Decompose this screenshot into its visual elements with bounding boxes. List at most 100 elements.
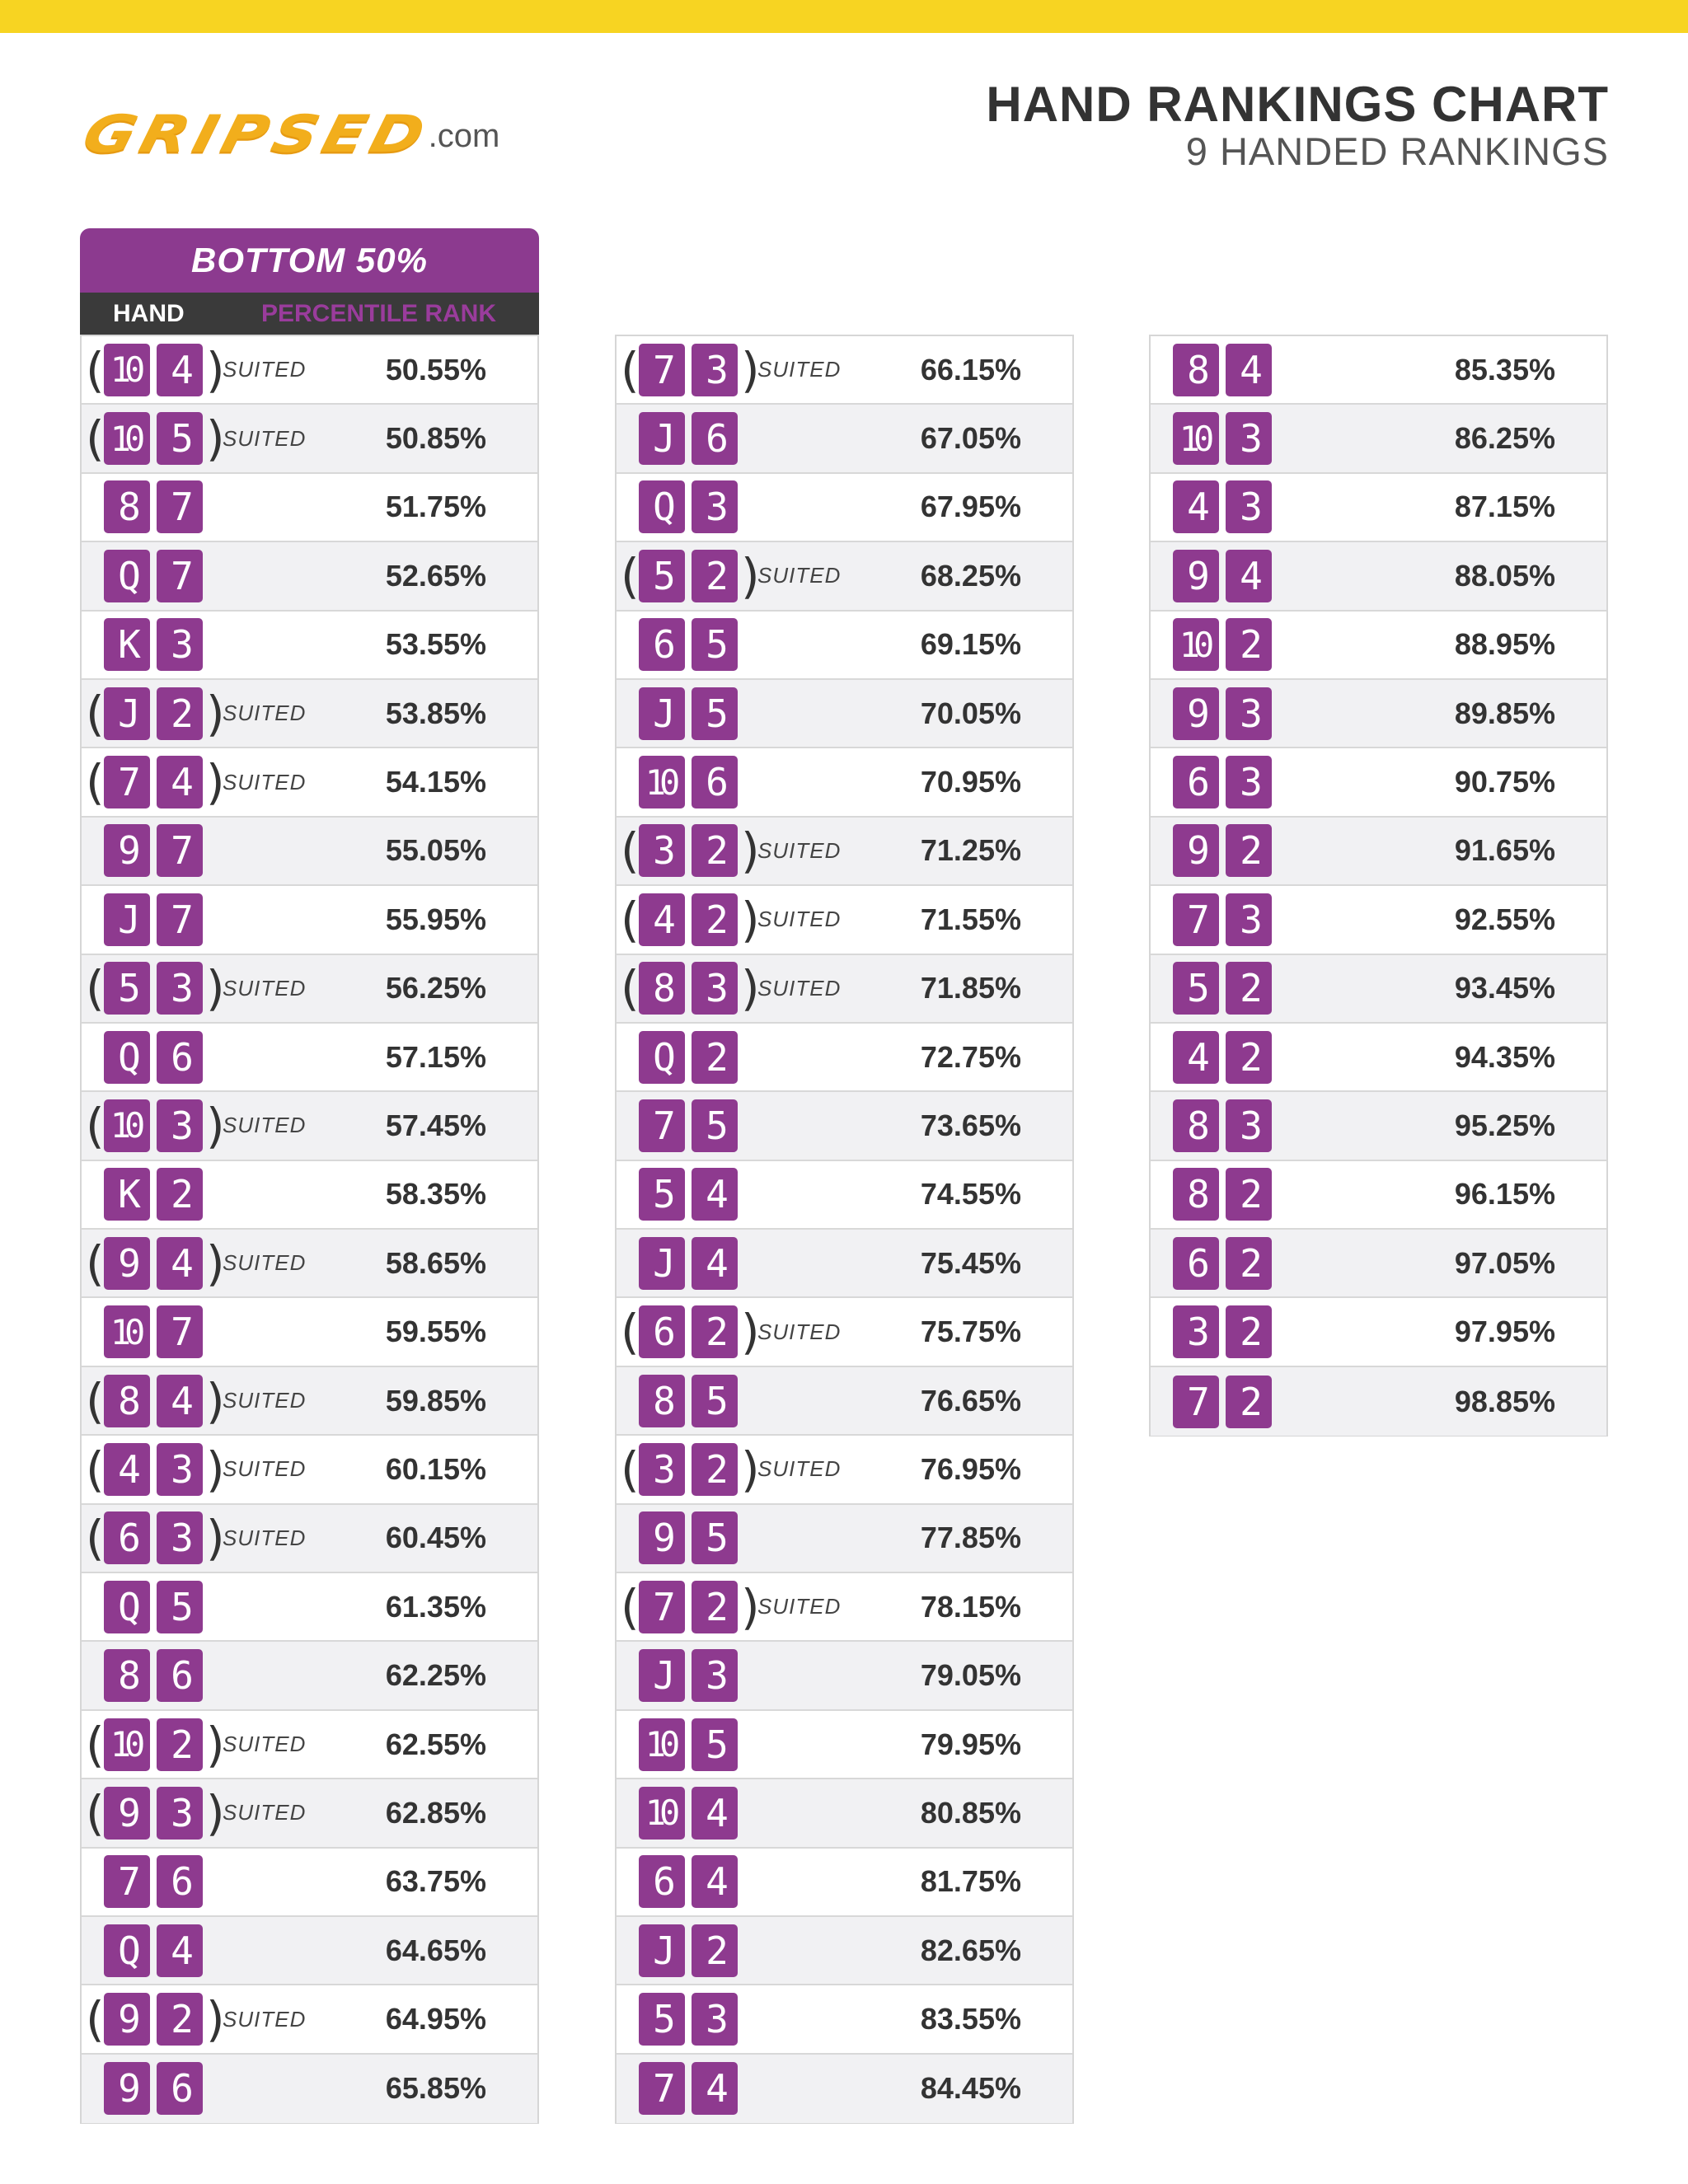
card-first: 6 — [1173, 1236, 1219, 1290]
card-second: 2 — [692, 1030, 738, 1084]
card-first: 4 — [1173, 1030, 1219, 1084]
card-first: J — [104, 687, 150, 740]
card-first: 9 — [104, 1786, 150, 1840]
card-second: 5 — [157, 412, 203, 466]
percentile-value: 89.85% — [1454, 696, 1555, 730]
suited-bracket-open: ( — [86, 1441, 105, 1497]
hand-cards: (105) — [621, 1711, 756, 1778]
table-row: (102) 88.95% — [1151, 611, 1606, 680]
percentile-value: 75.75% — [920, 1315, 1021, 1349]
card-second: 2 — [157, 687, 203, 740]
card-second: 5 — [157, 1580, 203, 1633]
card-first: 9 — [104, 824, 150, 878]
card-second: 7 — [157, 893, 203, 946]
percentile-value: 68.25% — [920, 558, 1021, 593]
percentile-value: 62.85% — [385, 1795, 486, 1830]
card-first: 10 — [1173, 412, 1219, 466]
suited-bracket-open: ( — [86, 754, 105, 811]
suited-bracket-close: ) — [206, 341, 225, 398]
hand-column-heading: HAND — [113, 300, 185, 327]
card-second: 6 — [157, 2062, 203, 2116]
card-first: 6 — [639, 1305, 685, 1359]
table-row: (105) 79.95% — [617, 1710, 1072, 1780]
hand-cards: (83) — [1155, 1092, 1290, 1159]
percentile-value: 67.05% — [920, 421, 1021, 456]
hand-cards: (86) — [86, 1642, 221, 1708]
table-row: (72) 98.85% — [1151, 1366, 1606, 1436]
table-row: (8 3) SUITED 71.85% — [617, 954, 1072, 1024]
suited-label: SUITED — [757, 837, 842, 863]
table-row: (82) 96.15% — [1151, 1160, 1606, 1230]
table-row: (J5) 70.05% — [617, 679, 1072, 749]
percentile-value: 95.25% — [1454, 1108, 1555, 1142]
hand-cards: (63) — [1155, 748, 1290, 815]
card-first: Q — [104, 549, 150, 602]
card-first: K — [104, 1168, 150, 1221]
suited-bracket-open: ( — [86, 1372, 105, 1429]
card-first: 10 — [639, 756, 685, 809]
card-second: 3 — [1226, 480, 1272, 534]
table-row: (63) 90.75% — [1151, 748, 1606, 818]
hand-cards: (Q3) — [621, 474, 756, 541]
card-second: 2 — [692, 824, 738, 878]
percentile-value: 70.05% — [920, 696, 1021, 730]
card-first: J — [104, 893, 150, 946]
suited-bracket-close: ) — [206, 1372, 225, 1429]
card-second: 7 — [157, 824, 203, 878]
card-first: 9 — [104, 1993, 150, 2046]
percentile-value: 88.95% — [1454, 627, 1555, 662]
suited-bracket-open: ( — [86, 341, 105, 398]
card-first: 9 — [104, 2062, 150, 2116]
card-first: 6 — [639, 618, 685, 672]
card-second: 7 — [157, 549, 203, 602]
suited-bracket-close: ) — [741, 823, 760, 879]
card-second: 3 — [1226, 1099, 1272, 1152]
hand-cards: (74) — [621, 2055, 756, 2123]
suited-bracket-open: ( — [621, 823, 640, 879]
hand-cards: (95) — [621, 1505, 756, 1572]
hand-cards: (93) — [1155, 680, 1290, 747]
table-row: (5 3) SUITED 56.25% — [82, 954, 537, 1024]
table-row: (7 2) SUITED 78.15% — [617, 1573, 1072, 1643]
percentile-value: 80.85% — [920, 1795, 1021, 1830]
hand-cards: (65) — [621, 612, 756, 678]
hand-cards: (64) — [621, 1849, 756, 1915]
suited-label: SUITED — [223, 975, 307, 1001]
table-row: (Q3) 67.95% — [617, 473, 1072, 543]
card-second: 4 — [692, 1855, 738, 1909]
table-row: (74) 84.45% — [617, 2054, 1072, 2124]
hand-cards: (42) — [1155, 1024, 1290, 1090]
card-first: 8 — [104, 480, 150, 534]
percentile-value: 60.45% — [385, 1521, 486, 1555]
card-first: 4 — [104, 1442, 150, 1496]
table-row: (85) 76.65% — [617, 1366, 1072, 1436]
percentile-value: 62.55% — [385, 1727, 486, 1761]
card-second: 4 — [692, 1236, 738, 1290]
hand-cards: (73) — [1155, 886, 1290, 953]
table-row: (J6) 67.05% — [617, 405, 1072, 474]
suited-bracket-close: ) — [206, 1716, 225, 1773]
percentile-value: 50.85% — [385, 421, 486, 456]
percentile-value: 56.25% — [385, 971, 486, 1005]
card-second: 2 — [692, 1924, 738, 1977]
card-first: 6 — [639, 1855, 685, 1909]
table-row: (8 4) SUITED 59.85% — [82, 1366, 537, 1436]
card-second: 3 — [157, 1786, 203, 1840]
percentile-value: 76.65% — [920, 1383, 1021, 1418]
card-second: 2 — [1226, 1236, 1272, 1290]
card-second: 5 — [692, 1374, 738, 1427]
hand-cards: (92) — [1155, 818, 1290, 884]
suited-bracket-close: ) — [206, 1235, 225, 1291]
suited-bracket-open: ( — [621, 341, 640, 398]
percentile-value: 73.65% — [920, 1108, 1021, 1142]
table-row: (J7) 55.95% — [82, 886, 537, 955]
card-first: 3 — [639, 1442, 685, 1496]
table-row: (95) 77.85% — [617, 1504, 1072, 1574]
table-row: (7 4) SUITED 54.15% — [82, 748, 537, 818]
hand-cards: (96) — [86, 2055, 221, 2123]
